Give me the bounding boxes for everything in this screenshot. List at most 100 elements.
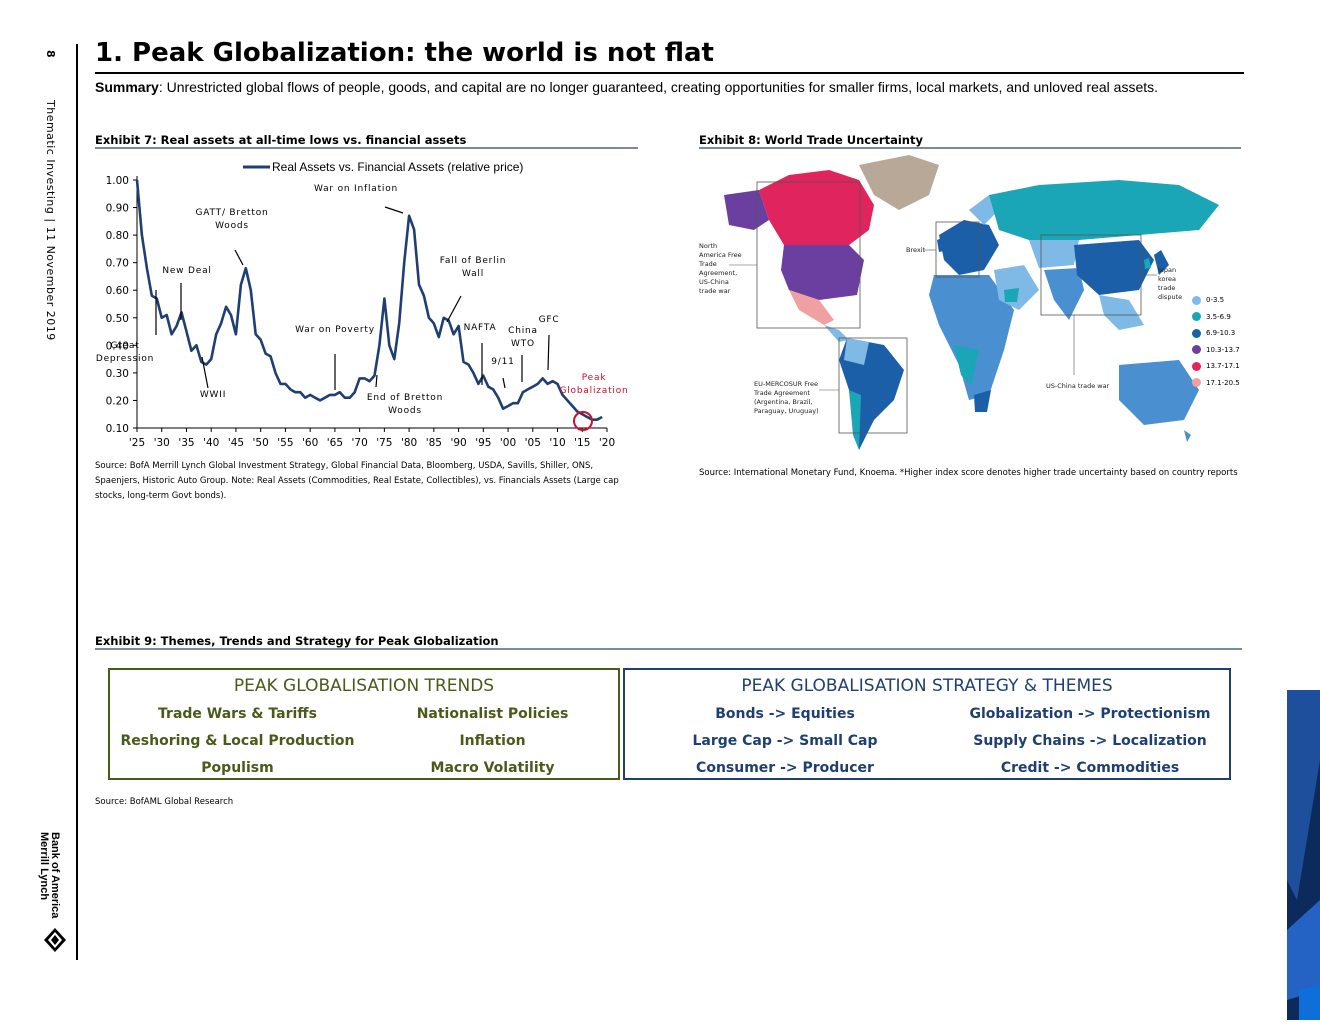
annotation-leader [547,334,550,371]
map-legend-label: 17.1-20.5 [1206,378,1240,387]
y-tick-label: 0.20 [106,395,129,407]
trend-item: Populism [201,760,274,776]
exhibit7-title: Exhibit 7: Real assets at all-time lows … [95,133,467,147]
map-legend-item: 0-3.5 [1192,292,1240,309]
annotation-leader [446,295,462,323]
map-legend-label: 13.7-17.1 [1206,362,1240,371]
y-tick-label: 0.10 [106,423,129,435]
y-tick-label: 0.30 [106,368,129,380]
exhibit7-rule [95,147,638,149]
map-legend-label: 3.5-6.9 [1206,312,1231,321]
x-tick-label: '55 [277,437,293,449]
x-tick-label: '95 [475,437,491,449]
annotation-leader [375,374,378,388]
map-legend-label: 10.3-13.7 [1206,345,1240,354]
strategy-item: Bonds -> Equities [715,706,855,722]
legend-dot-icon [1192,345,1201,355]
map-legend-label: 6.9-10.3 [1206,329,1236,338]
trend-item: Reshoring & Local Production [120,733,355,749]
peak-circle [573,411,593,431]
legend-dot-icon [1192,361,1201,371]
page-title: 1. Peak Globalization: the world is not … [95,38,714,68]
y-tick-label: 0.50 [106,313,129,325]
trend-item: Nationalist Policies [416,706,569,722]
series-line [135,179,603,422]
exhibit8-source: Source: International Monetary Fund, Kno… [699,468,1238,478]
x-tick-label: '80 [401,437,417,449]
x-tick-label: '20 [599,437,615,449]
page-number: 8 [44,50,57,59]
map-legend-item: 17.1-20.5 [1192,375,1240,392]
strategy-box: PEAK GLOBALISATION STRATEGY & THEMES Bon… [623,668,1231,780]
strategy-item: Consumer -> Producer [696,760,874,776]
annotation-label: China WTO [508,326,538,349]
trends-title: PEAK GLOBALISATION TRENDS [233,676,495,696]
exhibit8-title: Exhibit 8: World Trade Uncertainty [699,133,923,147]
x-tick-label: '05 [525,437,541,449]
annotation-leader [201,356,209,389]
annotation-leader [384,206,404,214]
exhibit7-chart: Real Assets vs. Financial Assets (relati… [96,160,628,449]
trend-item: Inflation [459,733,526,749]
legend-dot-icon [1192,328,1201,338]
annotation-label: 9/11 [491,357,514,367]
exhibit7-source: Source: BofA Merrill Lynch Global Invest… [95,461,619,501]
map-legend-label: 0-3.5 [1206,296,1225,305]
legend-dot-icon [1192,312,1201,322]
trend-item: Macro Volatility [430,760,555,776]
map-legend-item: 13.7-17.1 [1192,358,1240,375]
world-map-graphic [724,155,1219,450]
trends-box: PEAK GLOBALISATION TRENDS Trade Wars & T… [108,668,620,780]
strategy-item: Supply Chains -> Localization [973,733,1207,749]
summary-text: : Unrestricted global flows of people, g… [158,79,1159,95]
x-tick-label: '85 [426,437,442,449]
y-tick-label: 0.70 [106,258,129,270]
y-tick-label: 0.60 [106,285,129,297]
svg-text:Bank of America: Bank of America [49,832,61,919]
summary: Summary: Unrestricted global flows of pe… [95,78,1235,97]
x-tick-label: '10 [549,437,565,449]
map-label-japan: Japan korea trade dispute [1158,266,1183,301]
x-tick-label: '50 [253,437,269,449]
bank-logo: Bank of America Merrill Lynch [38,832,72,957]
annotation-leader [234,249,244,266]
world-map: North America Free Trade Agreement, US-C… [699,150,1244,460]
y-tick-label: 0.40 [106,340,129,352]
map-label-nafta: North America Free Trade Agreement, US-C… [699,242,742,295]
annotation-label: End of Bretton Woods [367,393,443,416]
map-label-mercosur: EU-MERCOSUR Free Trade Agreement (Argent… [754,380,819,415]
exhibit9-rule [95,648,1242,650]
map-legend: 0-3.5 3.5-6.9 6.9-10.3 10.3-13.7 13.7-17.1 17… [1192,292,1240,391]
annotation-label: WWII [200,390,226,400]
margin-rule [76,44,78,960]
annotation-label: War on Inflation [314,184,398,194]
strategy-title: PEAK GLOBALISATION STRATEGY & THEMES [741,676,1113,696]
x-tick-label: '45 [228,437,244,449]
annotation-label: New Deal [162,266,211,276]
y-tick-label: 1.00 [106,175,129,187]
title-rule [95,72,1244,74]
x-tick-label: '25 [129,437,145,449]
annotation-label: GATT/ Bretton Woods [195,208,268,231]
annotation-leader [502,377,506,389]
map-label-uschina: US-China trade war [1046,382,1110,390]
legend-label: Real Assets vs. Financial Assets (relati… [272,160,523,174]
y-tick-label: 0.90 [106,203,129,215]
decorative-stripe [1287,0,1320,1020]
x-tick-label: '65 [327,437,343,449]
legend-dot-icon [1192,378,1201,388]
x-tick-label: '60 [302,437,318,449]
strategy-item: Large Cap -> Small Cap [692,733,878,749]
x-tick-label: '40 [203,437,219,449]
map-legend-item: 3.5-6.9 [1192,309,1240,326]
trend-item: Trade Wars & Tariffs [158,706,317,722]
legend-dot-icon [1192,295,1201,305]
annotation-label: Fall of Berlin Wall [440,256,507,279]
x-tick-label: '35 [178,437,194,449]
exhibit9-source: Source: BofAML Global Research [95,797,234,807]
running-head: Thematic Investing | 11 November 2019 [44,100,57,341]
strategy-item: Credit -> Commodities [1000,760,1180,776]
annotation-label: GFC [539,315,560,325]
map-legend-item: 10.3-13.7 [1192,342,1240,359]
map-label-brexit: Brexit [906,246,926,254]
